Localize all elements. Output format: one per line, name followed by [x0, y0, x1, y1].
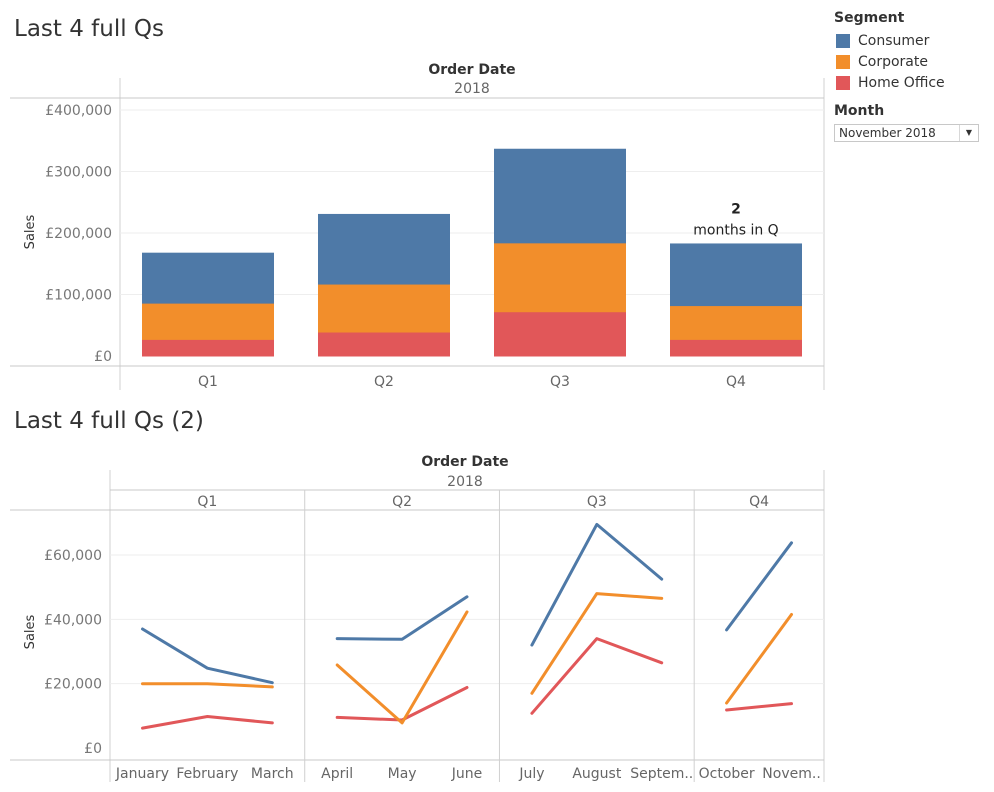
legend-label: Home Office [858, 74, 945, 91]
bar-annotation-text: months in Q [693, 222, 778, 238]
bar-segment [494, 242, 626, 313]
x-tick-label: Q4 [726, 374, 746, 390]
x-tick-label: April [321, 766, 353, 782]
panel-label: Q3 [587, 494, 607, 510]
series-line [335, 595, 469, 641]
x-tick-label: Novem.. [762, 766, 820, 782]
y-tick-label: £40,000 [44, 612, 102, 628]
y-axis-label: Sales [23, 614, 38, 649]
x-tick-label: July [518, 766, 544, 782]
bar-segment [670, 339, 802, 357]
bar-segment [318, 332, 450, 357]
x-tick-label: Q2 [374, 374, 394, 390]
y-tick-label: £60,000 [44, 548, 102, 564]
legend-swatch [836, 54, 850, 69]
y-tick-label: £20,000 [44, 677, 102, 693]
legend-swatch [836, 33, 850, 48]
bar-segment [494, 311, 626, 357]
legend-item-consumer[interactable]: Consumer [834, 30, 984, 51]
series-line [530, 592, 664, 695]
x-tick-label: May [388, 766, 417, 782]
chevron-down-icon[interactable]: ▼ [959, 125, 978, 141]
month-dropdown-value: November 2018 [839, 126, 936, 140]
segment-legend: Segment Consumer Corporate Home Office [834, 10, 984, 93]
x-tick-label: Q1 [198, 374, 218, 390]
bar-segment [670, 243, 802, 307]
header-order-date: Order Date [428, 62, 515, 78]
series-line [725, 702, 793, 712]
legend-title: Segment [834, 10, 905, 26]
bar-segment [494, 148, 626, 244]
bar-segment [318, 284, 450, 333]
series-line [530, 522, 664, 647]
series-line [530, 637, 664, 715]
header-year: 2018 [454, 81, 490, 97]
series-line [725, 541, 793, 632]
header-order-date: Order Date [421, 454, 508, 470]
x-tick-label: January [115, 766, 169, 782]
y-tick-label: £200,000 [45, 226, 112, 242]
bar-annotation-count: 2 [731, 201, 741, 217]
y-tick-label: £300,000 [45, 165, 112, 181]
bar-segment [142, 303, 274, 340]
x-tick-label: Q3 [550, 374, 570, 390]
series-line [335, 686, 469, 722]
legend-label: Corporate [858, 53, 928, 70]
y-axis-label: Sales [23, 214, 38, 249]
x-tick-label: March [251, 766, 294, 782]
series-line [141, 627, 274, 685]
x-tick-label: June [451, 766, 483, 782]
bar-segment [318, 213, 450, 285]
chart2-title: Last 4 full Qs (2) [14, 408, 204, 434]
series-line [141, 715, 274, 730]
x-tick-label: February [176, 766, 238, 782]
legend-swatch [836, 75, 850, 90]
legend-item-corporate[interactable]: Corporate [834, 51, 984, 72]
bar-segment [670, 305, 802, 340]
panel-label: Q2 [392, 494, 412, 510]
series-line [725, 613, 793, 705]
y-tick-label: £0 [84, 741, 102, 757]
bar-segment [142, 339, 274, 357]
month-filter: Month November 2018 ▼ [834, 103, 984, 142]
chart1-title: Last 4 full Qs [14, 16, 165, 42]
month-dropdown[interactable]: November 2018 ▼ [834, 124, 979, 142]
panel-label: Q1 [197, 494, 217, 510]
filter-title: Month [834, 103, 885, 119]
series-line [141, 682, 274, 689]
series-line [335, 610, 469, 725]
y-tick-label: £400,000 [45, 103, 112, 119]
legend-label: Consumer [858, 32, 930, 49]
y-tick-label: £0 [94, 349, 112, 365]
panel-label: Q4 [749, 494, 769, 510]
x-tick-label: October [699, 766, 755, 782]
bar-segment [142, 252, 274, 304]
x-tick-label: Septem.. [630, 766, 693, 782]
header-year: 2018 [447, 474, 483, 490]
x-tick-label: August [572, 766, 622, 782]
legend-item-home-office[interactable]: Home Office [834, 72, 984, 93]
y-tick-label: £100,000 [45, 288, 112, 304]
